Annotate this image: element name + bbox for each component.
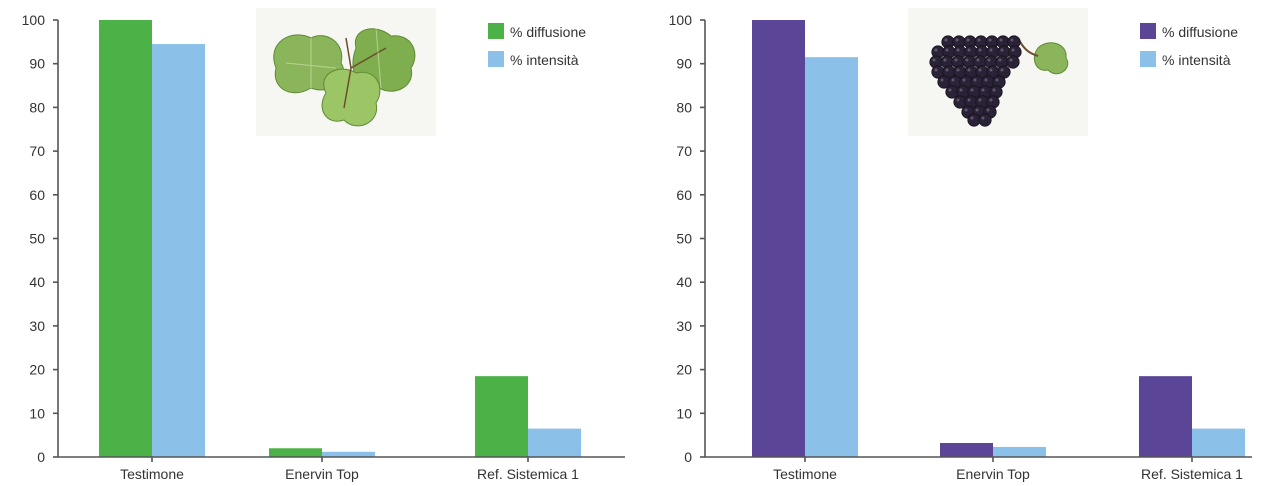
y-tick-label: 10	[676, 405, 692, 421]
vine-leaf-shape	[321, 68, 381, 127]
bar-diffusione-0	[99, 20, 152, 457]
y-tick-label: 100	[22, 12, 46, 28]
y-tick-label: 70	[29, 143, 45, 159]
y-tick-label: 60	[29, 187, 45, 203]
bar-diffusione-0	[752, 20, 805, 457]
legend-label: % diffusione	[1162, 24, 1238, 40]
y-tick-label: 0	[684, 449, 692, 465]
bar-intensita-2	[528, 428, 581, 457]
bar-diffusione-2	[475, 376, 528, 457]
bar-intensita-2	[1192, 428, 1245, 457]
y-tick-label: 40	[29, 274, 45, 290]
legend-swatch	[1140, 51, 1156, 67]
vine-leaf-image	[256, 8, 436, 136]
x-category-label: Enervin Top	[956, 466, 1030, 482]
bar-intensita-0	[152, 44, 205, 457]
y-tick-label: 50	[676, 231, 692, 247]
chart-leaves: 0 10 20 30 40 50 60 70 80 90 100 Testimone Enervin T…	[22, 8, 625, 482]
x-category-label: Ref. Sistemica 1	[477, 466, 579, 482]
y-tick-label: 80	[29, 99, 45, 115]
chart-grapes: 0 10 20 30 40 50 60 70 80 90 100 Testimone Enervin T…	[640, 0, 1265, 486]
bar-intensita-1	[322, 451, 375, 457]
grape-berry	[953, 95, 967, 109]
grape-leaf-shape	[1033, 42, 1069, 75]
bar-diffusione-1	[940, 443, 993, 457]
legend-label: % intensità	[510, 52, 579, 68]
legend-label: % intensità	[1162, 52, 1231, 68]
y-tick-label: 30	[29, 318, 45, 334]
y-tick-label: 80	[676, 99, 692, 115]
grape-berry	[937, 75, 951, 89]
y-tick-label: 90	[676, 56, 692, 72]
legend-label: % diffusione	[510, 24, 586, 40]
y-tick-label: 10	[29, 405, 45, 421]
x-category-label: Enervin Top	[285, 466, 359, 482]
chart-leaves-svg: 0 10 20 30 40 50 60 70 80 90 100 Testimone Enervin T…	[22, 8, 625, 482]
grape-bunch-image	[908, 8, 1088, 136]
bar-intensita-1	[993, 446, 1046, 457]
y-tick-label: 0	[37, 449, 45, 465]
x-category-label: Testimone	[773, 466, 837, 482]
y-tick-label: 60	[676, 187, 692, 203]
bar-intensita-0	[805, 57, 858, 458]
bar-diffusione-2	[1139, 376, 1192, 457]
grape-berry	[967, 113, 981, 127]
y-tick-label: 30	[676, 318, 692, 334]
y-tick-label: 50	[29, 231, 45, 247]
y-tick-label: 40	[676, 274, 692, 290]
y-tick-label: 70	[676, 143, 692, 159]
chart-grapes-svg: 0 10 20 30 40 50 60 70 80 90 100 Testimone Enervin T…	[669, 8, 1252, 482]
x-category-label: Ref. Sistemica 1	[1141, 466, 1243, 482]
legend-swatch	[488, 51, 504, 67]
legend-swatch	[488, 23, 504, 39]
x-category-label: Testimone	[120, 466, 184, 482]
grape-berry	[1006, 55, 1020, 69]
grape-berry	[978, 113, 992, 127]
y-tick-label: 20	[676, 362, 692, 378]
y-tick-label: 20	[29, 362, 45, 378]
y-tick-label: 100	[669, 12, 693, 28]
bar-diffusione-1	[269, 448, 322, 457]
legend-swatch	[1140, 23, 1156, 39]
y-tick-label: 90	[29, 56, 45, 72]
grape-berry	[945, 85, 959, 99]
